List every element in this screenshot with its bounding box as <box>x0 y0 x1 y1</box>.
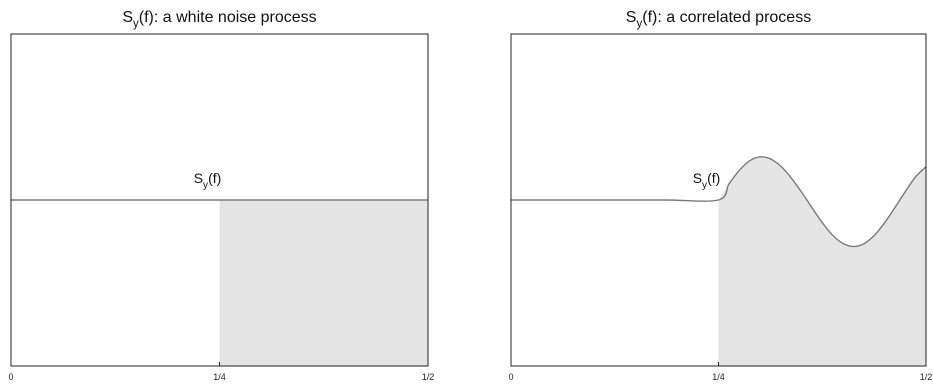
x-tick-label: 0 <box>8 372 13 382</box>
x-tick-label: 0 <box>508 372 513 382</box>
panel-correlated: Sy(f): a correlated process 0 1/4 1/2 Sy(f) <box>508 9 932 382</box>
panel-white-noise: Sy(f): a white noise process 0 1/4 1/2 Sy(f) <box>8 9 434 382</box>
spectrum-curve <box>511 156 927 248</box>
curve-label: Sy(f) <box>194 170 222 191</box>
x-tick-label: 1/4 <box>213 372 226 382</box>
x-tick-label: 1/4 <box>712 372 725 382</box>
chart-title: Sy(f): a white noise process <box>122 9 316 30</box>
shaded-area <box>219 200 428 366</box>
chart-title: Sy(f): a correlated process <box>626 9 811 30</box>
shaded-area <box>718 156 926 366</box>
curve-label: Sy(f) <box>693 170 721 191</box>
x-tick-label: 1/2 <box>920 372 933 382</box>
x-tick-label: 1/2 <box>422 372 435 382</box>
